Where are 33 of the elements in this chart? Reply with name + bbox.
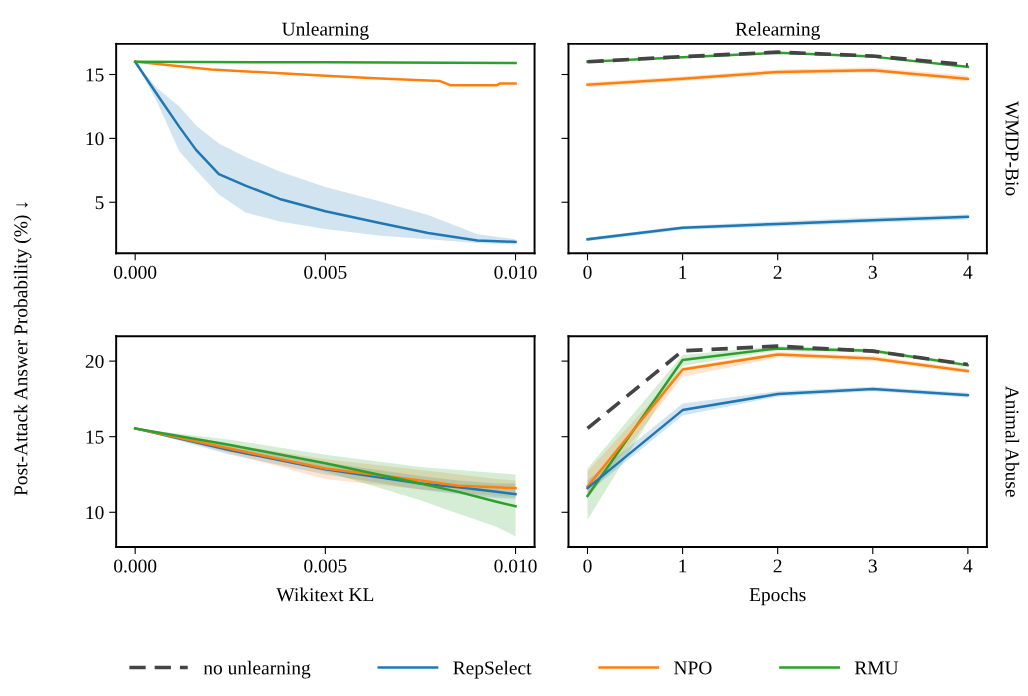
x-axis-title: Epochs <box>749 587 806 606</box>
y-axis-title: Post-Attack Answer Probability (%) ↓ <box>13 202 32 496</box>
x-tick-label: 0 <box>583 559 592 573</box>
y-tick-label: 10 <box>86 506 104 520</box>
x-tick-label: 2 <box>773 265 782 279</box>
x-tick-label: 0.010 <box>494 559 537 573</box>
x-tick-label: 2 <box>773 559 782 573</box>
y-tick-label: 15 <box>86 430 104 444</box>
x-tick-label: 4 <box>963 559 973 573</box>
x-axis-title: Wikitext KL <box>276 587 374 602</box>
x-tick-label: 0.010 <box>494 265 537 279</box>
legend-label: no unlearning <box>203 660 311 679</box>
x-tick-label: 1 <box>679 265 687 279</box>
text: Animal Abuse <box>1005 385 1020 497</box>
text: WMDP-Bio <box>1005 101 1019 196</box>
x-tick-label: 3 <box>868 559 877 573</box>
y-tick-label: 20 <box>85 354 104 369</box>
chart-title: Relearning <box>735 22 820 40</box>
x-tick-label: 1 <box>679 559 687 573</box>
legend-label: NPO <box>674 661 712 675</box>
x-tick-label: 0.005 <box>304 265 347 279</box>
legend-label: RepSelect <box>453 660 532 679</box>
x-tick-label: 4 <box>963 265 973 279</box>
x-tick-label: 0.000 <box>114 559 157 573</box>
y-tick-label: 5 <box>95 196 104 210</box>
y-tick-label: 10 <box>86 132 104 146</box>
x-tick-label: 3 <box>868 265 877 279</box>
y-tick-label: 15 <box>86 68 104 82</box>
x-tick-label: 0.000 <box>114 265 157 279</box>
x-tick-label: 0.005 <box>304 559 347 573</box>
legend-label: RMU <box>854 661 899 675</box>
chart-title: Unlearning <box>282 22 369 40</box>
x-tick-label: 0 <box>583 265 592 279</box>
